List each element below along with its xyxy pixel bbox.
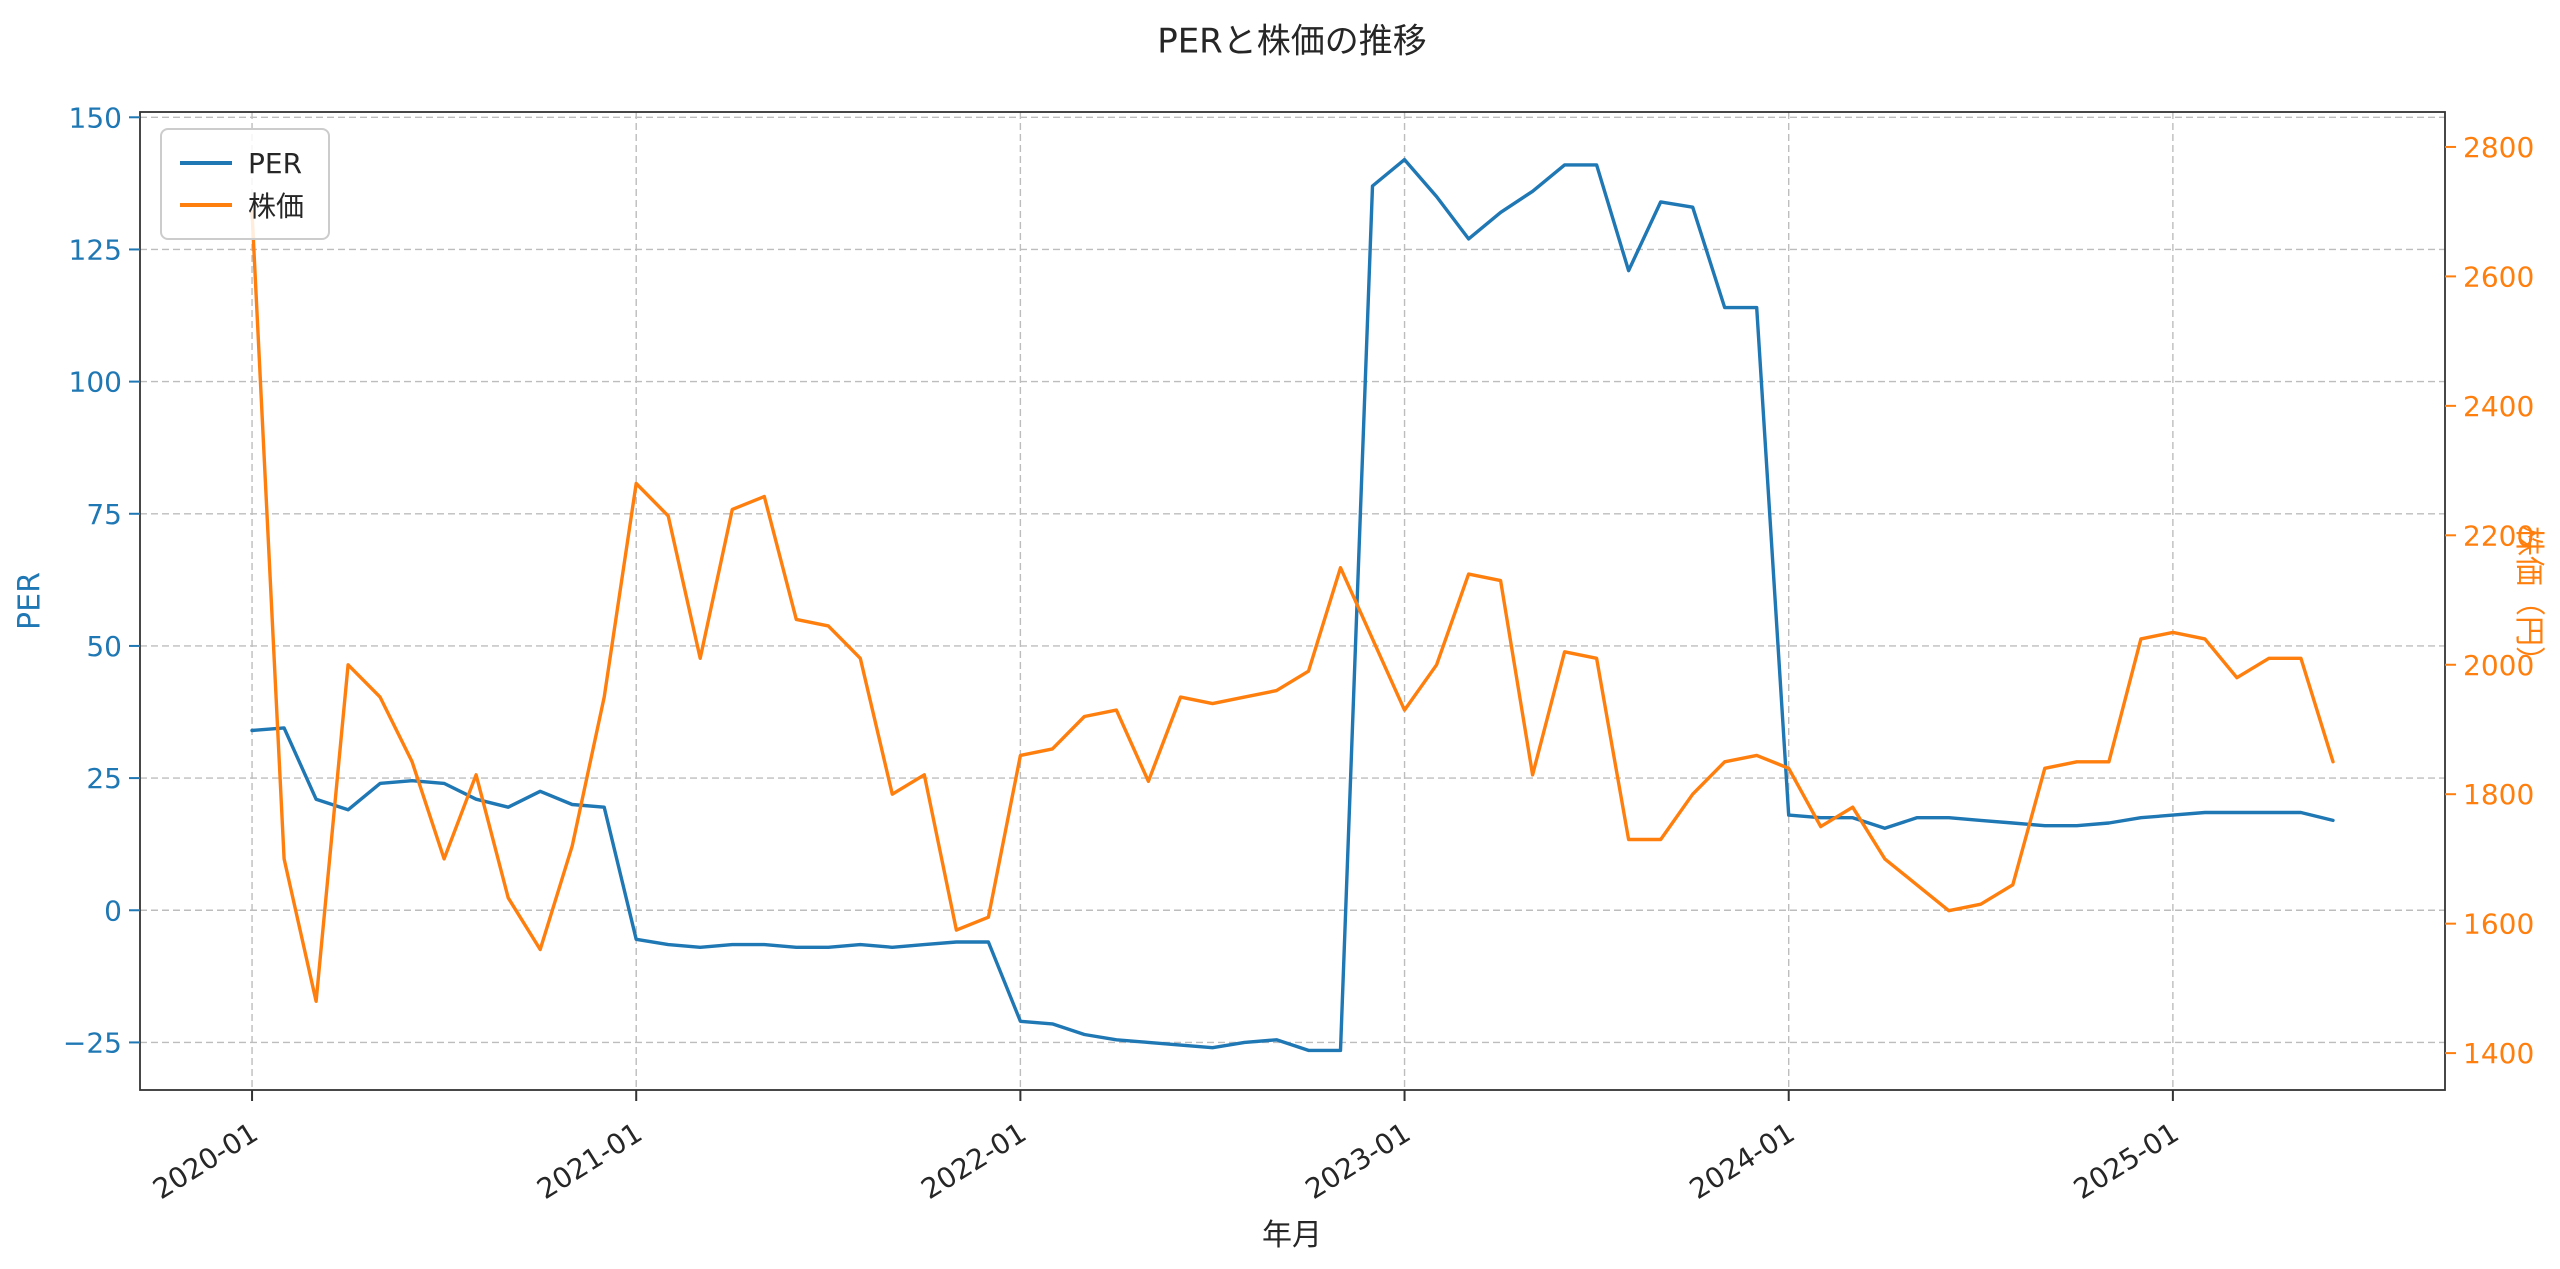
kabuka-line-swatch <box>180 203 232 207</box>
svg-text:125: 125 <box>69 233 122 266</box>
svg-text:75: 75 <box>86 498 122 531</box>
legend-item-per: PER <box>180 142 304 184</box>
svg-text:2400: 2400 <box>2463 390 2534 423</box>
series-line-left <box>250 157 2335 1053</box>
svg-text:2800: 2800 <box>2463 131 2534 164</box>
legend: PER 株価 <box>160 128 331 240</box>
svg-text:25: 25 <box>86 762 122 795</box>
svg-text:1800: 1800 <box>2463 778 2534 811</box>
svg-text:−25: −25 <box>63 1026 122 1059</box>
svg-text:2000: 2000 <box>2463 649 2534 682</box>
svg-text:1400: 1400 <box>2463 1037 2534 1070</box>
svg-text:2024-01: 2024-01 <box>1684 1116 1801 1206</box>
svg-text:0: 0 <box>104 894 122 927</box>
chart-title: PERと株価の推移 <box>1157 21 1427 62</box>
legend-label-kabuka: 株価 <box>248 190 305 223</box>
legend-label-per: PER <box>248 146 303 180</box>
svg-text:150: 150 <box>69 101 122 134</box>
svg-text:2020-01: 2020-01 <box>147 1116 264 1206</box>
svg-text:100: 100 <box>69 366 122 399</box>
svg-text:2025-01: 2025-01 <box>2068 1116 2185 1206</box>
x-axis-label: 年月 <box>1262 1218 1322 1253</box>
svg-text:2600: 2600 <box>2463 260 2534 293</box>
left-axis-label: PER <box>12 572 48 630</box>
right-axis-label: 株価（円） <box>2511 526 2546 676</box>
svg-text:2022-01: 2022-01 <box>915 1116 1032 1206</box>
svg-text:2021-01: 2021-01 <box>531 1116 648 1206</box>
svg-text:1600: 1600 <box>2463 908 2534 941</box>
series-line-right <box>250 209 2335 1003</box>
svg-text:50: 50 <box>86 630 122 663</box>
legend-item-kabuka: 株価 <box>180 184 304 226</box>
svg-text:2200: 2200 <box>2463 519 2534 552</box>
svg-text:2023-01: 2023-01 <box>1300 1116 1417 1206</box>
per-line-swatch <box>180 161 232 165</box>
